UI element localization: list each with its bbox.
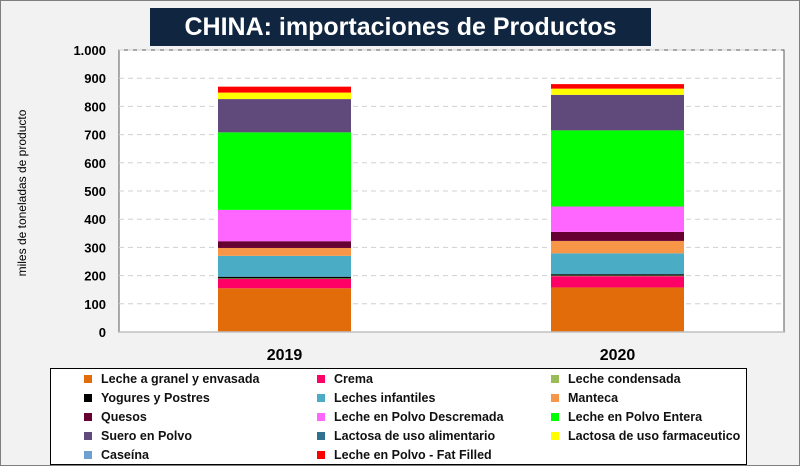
legend-item: Leche en Polvo Entera (551, 410, 702, 424)
y-tick-label: 600 (84, 156, 106, 171)
legend-swatch (551, 394, 559, 402)
bar-segment (551, 94, 684, 131)
bar-segment (218, 241, 351, 248)
legend-item: Yogures y Postres (84, 391, 210, 405)
bar-segment (218, 278, 351, 289)
bar-segment (218, 288, 351, 332)
y-tick-label: 200 (84, 269, 106, 284)
legend-item: Lactosa de uso farmaceutico (551, 429, 740, 443)
bar-segment (551, 206, 684, 232)
legend-swatch (551, 432, 559, 440)
legend-item: Lactosa de uso alimentario (317, 429, 495, 443)
y-tick-label: 300 (84, 240, 106, 255)
legend-label: Lactosa de uso alimentario (334, 429, 496, 443)
legend-label: Crema (334, 372, 373, 386)
legend-swatch (84, 451, 92, 459)
y-tick-label: 900 (84, 71, 106, 86)
bar-segment (218, 209, 351, 242)
y-tick-label: 800 (84, 99, 106, 114)
legend-swatch (551, 375, 559, 383)
bar-segment (551, 84, 684, 89)
bar-segment (551, 276, 684, 288)
legend-label: Yogures y Postres (101, 391, 210, 405)
bar-segment (218, 92, 351, 100)
legend-item: Caseína (84, 448, 149, 462)
bar-segment (551, 253, 684, 275)
y-tick-label: 100 (84, 297, 106, 312)
legend-item: Quesos (84, 410, 147, 424)
legend-swatch (317, 394, 325, 402)
bar-segment (218, 86, 351, 93)
legend-label: Quesos (101, 410, 147, 424)
legend-label: Suero en Polvo (101, 429, 192, 443)
bar-segment (218, 276, 351, 279)
legend-item: Leche condensada (551, 372, 681, 386)
legend-swatch (84, 394, 92, 402)
y-tick-label: 1.000 (73, 43, 106, 58)
legend-item: Leches infantiles (317, 391, 435, 405)
legend-label: Manteca (568, 391, 619, 405)
legend-swatch (317, 375, 325, 383)
legend-swatch (84, 375, 92, 383)
legend-label: Leche a granel y envasada (101, 372, 260, 386)
bar-segment (551, 287, 684, 332)
bar-segment (218, 132, 351, 210)
bar-segment (551, 130, 684, 207)
legend-item: Leche a granel y envasada (84, 372, 259, 386)
bar-segment (218, 255, 351, 277)
bar-segment (551, 274, 684, 276)
legend-swatch (317, 413, 325, 421)
legend-swatch (317, 432, 325, 440)
legend-item: Manteca (551, 391, 618, 405)
y-tick-label: 0 (99, 325, 106, 340)
legend-label: Leche en Polvo Descremada (334, 410, 504, 424)
legend-swatch (317, 451, 325, 459)
legend-swatch (84, 413, 92, 421)
bar-segment (551, 240, 684, 254)
bar-segment (218, 278, 351, 279)
legend-label: Leche en Polvo - Fat Filled (334, 448, 492, 462)
legend-label: Leche en Polvo Entera (568, 410, 703, 424)
y-tick-label: 500 (84, 184, 106, 199)
legend-label: Leches infantiles (334, 391, 436, 405)
legend-swatch (551, 413, 559, 421)
x-tick-label: 2020 (600, 347, 636, 364)
legend-label: Lactosa de uso farmaceutico (568, 429, 741, 443)
legend: Leche a granel y envasada Crema Leche cond… (50, 368, 747, 465)
bar-segment (551, 88, 684, 95)
legend-swatch (84, 432, 92, 440)
x-tick-label: 2019 (267, 347, 303, 364)
bar-segment (218, 99, 351, 133)
legend-label: Caseína (101, 448, 149, 462)
bar-segment (218, 247, 351, 256)
bar-segment (551, 275, 684, 277)
legend-item: Crema (317, 372, 373, 386)
legend-item: Leche en Polvo - Fat Filled (317, 448, 492, 462)
legend-item: Leche en Polvo Descremada (317, 410, 504, 424)
legend-item: Suero en Polvo (84, 429, 192, 443)
y-tick-label: 700 (84, 128, 106, 143)
legend-label: Leche condensada (568, 372, 681, 386)
bar-segment (551, 231, 684, 241)
y-tick-label: 400 (84, 212, 106, 227)
